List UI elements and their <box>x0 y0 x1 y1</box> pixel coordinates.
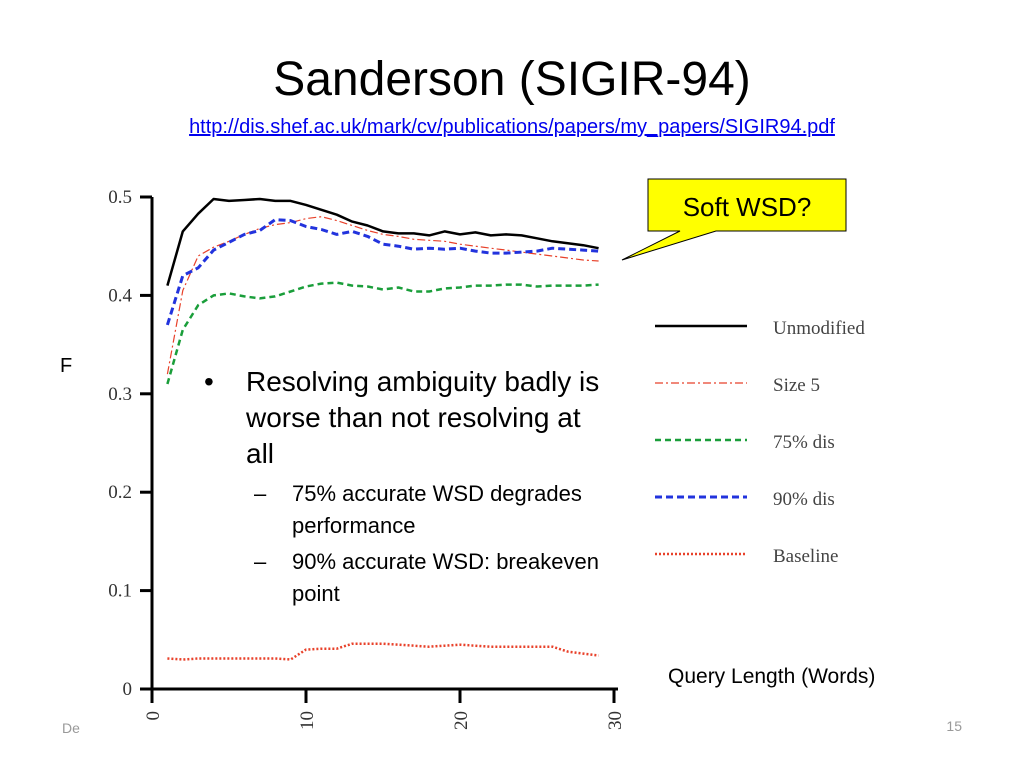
sub-bullet-list: – 75% accurate WSD degrades performance … <box>200 478 600 610</box>
bullet-text: Resolving ambiguity badly is worse than … <box>246 366 600 469</box>
legend-label: 75% dis <box>773 432 835 453</box>
y-tick-label: 0.1 <box>108 581 132 602</box>
y-axis-label: F <box>60 355 73 377</box>
callout-text: Soft WSD? <box>682 192 812 222</box>
y-tick-label: 0.3 <box>108 384 132 405</box>
x-tick-label: 30 <box>605 711 626 730</box>
legend-label: Unmodified <box>773 318 865 339</box>
sub-bullet-text: 90% accurate WSD: breakeven point <box>292 549 599 606</box>
sub-bullet-text: 75% accurate WSD degrades performance <box>292 481 582 538</box>
paper-link[interactable]: http://dis.shef.ac.uk/mark/cv/publicatio… <box>189 116 835 138</box>
callout-box <box>621 178 847 261</box>
chart-axes: 0 0.1 0.2 0.3 0.4 0.5 0 10 20 30 <box>108 187 626 730</box>
y-tick-label: 0.4 <box>108 285 132 306</box>
x-axis-label: Query Length (Words) <box>668 665 876 688</box>
x-tick-label: 10 <box>297 711 318 730</box>
legend-label: 90% dis <box>773 489 835 510</box>
footer-text: De <box>62 720 80 736</box>
y-tick-label: 0 <box>123 679 133 700</box>
y-tick-label: 0.2 <box>108 482 132 503</box>
series-line-unmodified <box>166 197 599 286</box>
sub-bullet-item: – 90% accurate WSD: breakeven point <box>246 546 600 610</box>
legend-label: Size 5 <box>773 375 820 396</box>
chart-series <box>165 197 599 661</box>
bullet-item: • Resolving ambiguity badly is worse tha… <box>200 364 600 472</box>
x-tick-label: 20 <box>451 711 472 730</box>
bullet-dot-icon: • <box>204 366 214 397</box>
bullet-list: • Resolving ambiguity badly is worse tha… <box>200 364 600 614</box>
sub-bullet-dash-icon: – <box>254 481 267 506</box>
series-line-90-dis <box>165 218 599 326</box>
slide-title: Sanderson (SIGIR-94) <box>273 53 751 106</box>
chart-legend: Unmodified Size 5 75% dis 90% dis Baseline <box>655 318 865 567</box>
sub-bullet-item: – 75% accurate WSD degrades performance <box>246 478 600 542</box>
series-line-baseline <box>167 642 599 661</box>
x-tick-label: 0 <box>143 711 164 721</box>
legend-label: Baseline <box>773 546 838 567</box>
slide-number: 15 <box>946 718 962 734</box>
series-line-75-dis <box>166 281 599 385</box>
y-tick-label: 0.5 <box>108 187 132 208</box>
sub-bullet-dash-icon: – <box>254 549 267 574</box>
